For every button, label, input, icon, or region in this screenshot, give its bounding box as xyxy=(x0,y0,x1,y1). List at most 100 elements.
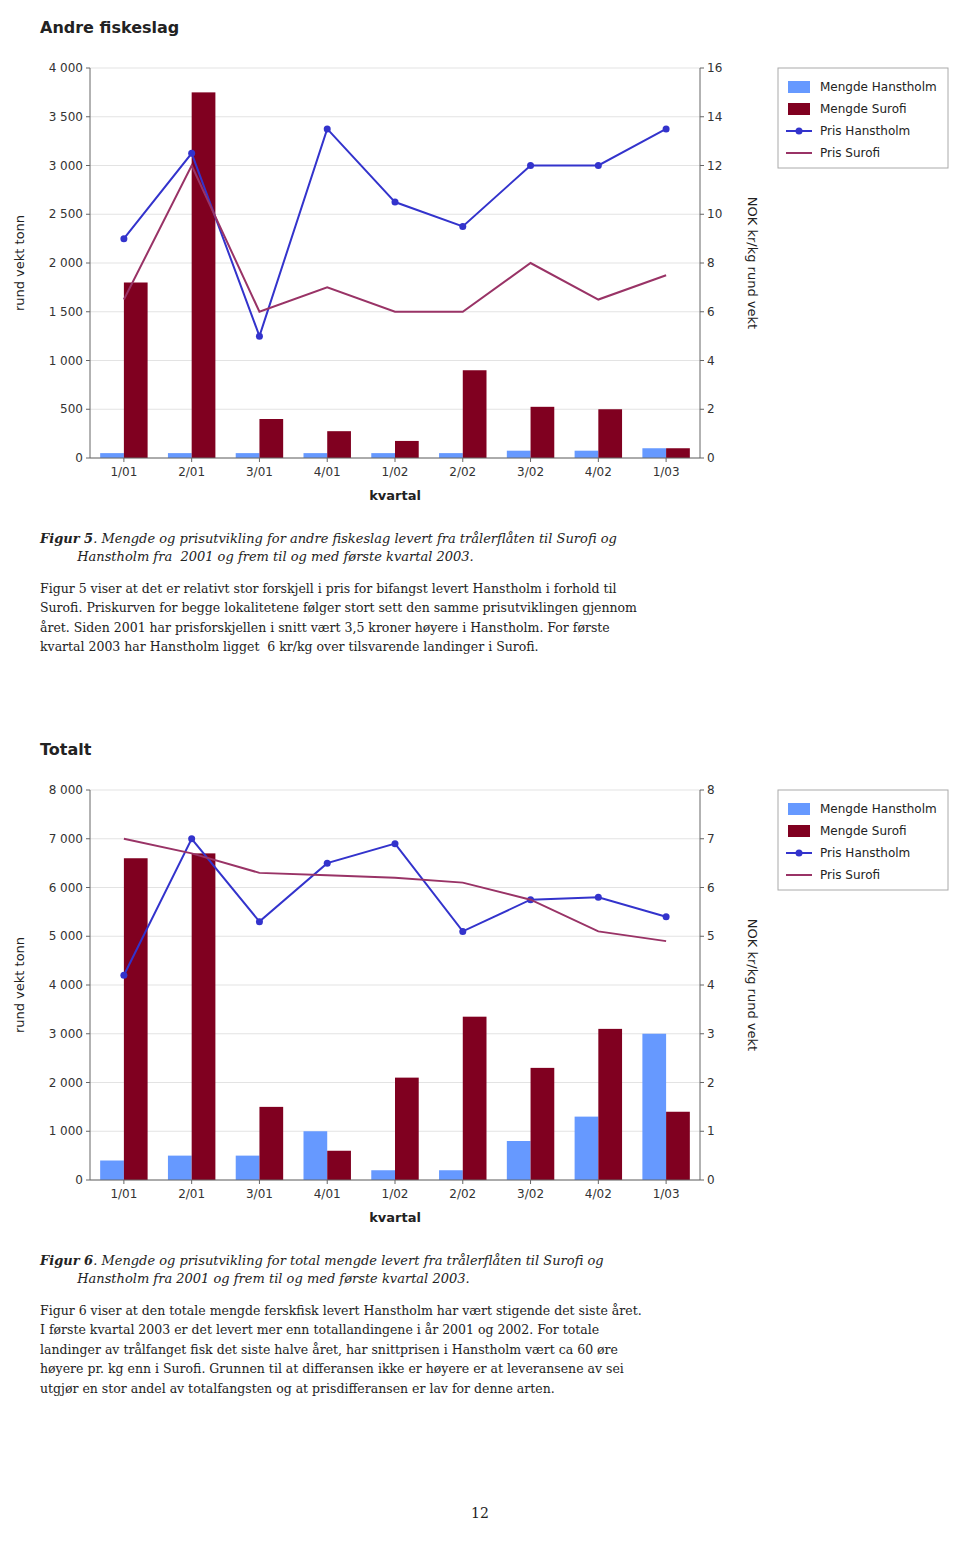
legend-label: Mengde Hanstholm xyxy=(820,802,937,816)
bar xyxy=(371,453,395,458)
legend-label: Pris Surofi xyxy=(820,146,880,160)
marker xyxy=(324,860,331,867)
bar xyxy=(439,453,463,458)
y-tick xyxy=(86,1033,90,1034)
bar xyxy=(395,1078,419,1180)
y-tick-label: 5 000 xyxy=(49,929,83,943)
y2-tick xyxy=(700,458,704,459)
grid-line xyxy=(90,790,700,791)
line xyxy=(124,129,666,336)
y2-tick-label: 0 xyxy=(707,451,715,465)
legend: Mengde HanstholmMengde SurofiPris Hansth… xyxy=(778,790,948,890)
bar xyxy=(507,451,531,458)
legend-swatch xyxy=(786,874,812,876)
y2-tick-label: 3 xyxy=(707,1027,715,1041)
legend-frame xyxy=(778,790,948,890)
y-tick xyxy=(86,458,90,459)
x-tick xyxy=(598,1180,599,1184)
y-tick xyxy=(86,214,90,215)
y2-tick xyxy=(700,838,704,839)
page-number: 12 xyxy=(0,1505,960,1521)
y2-tick-label: 7 xyxy=(707,832,715,846)
x-tick-label: 1/02 xyxy=(382,1187,409,1201)
x-tick-label: 2/01 xyxy=(178,1187,205,1201)
x-tick xyxy=(530,458,531,462)
y2-tick-label: 0 xyxy=(707,1173,715,1187)
y2-tick xyxy=(700,409,704,410)
marker xyxy=(120,972,127,979)
y2-tick xyxy=(700,790,704,791)
y-tick xyxy=(86,68,90,69)
x-tick-label: 1/01 xyxy=(110,465,137,479)
y-tick-label: 8 000 xyxy=(49,783,83,797)
x-tick xyxy=(123,1180,124,1184)
marker xyxy=(188,835,195,842)
y2-tick-label: 8 xyxy=(707,256,715,270)
x-tick-label: 1/02 xyxy=(382,465,409,479)
marker xyxy=(324,125,331,132)
legend-label: Pris Hanstholm xyxy=(820,846,910,860)
y2-tick xyxy=(700,311,704,312)
y-tick-label: 0 xyxy=(75,1173,83,1187)
legend-swatch xyxy=(788,803,810,815)
body-text: Figur 5 viser at det er relativt stor fo… xyxy=(0,579,960,657)
y2-tick xyxy=(700,1082,704,1083)
x-tick-label: 2/02 xyxy=(449,1187,476,1201)
line xyxy=(124,839,666,976)
bar xyxy=(168,453,192,458)
y2-tick xyxy=(700,360,704,361)
marker xyxy=(120,235,127,242)
x-tick-label: 3/01 xyxy=(246,1187,273,1201)
x-tick xyxy=(327,1180,328,1184)
grid-line xyxy=(90,68,700,69)
legend-swatch xyxy=(788,103,810,115)
marker xyxy=(527,162,534,169)
marker xyxy=(459,928,466,935)
y2-tick-label: 8 xyxy=(707,783,715,797)
caption-text: . Mengde og prisutvikling for total meng… xyxy=(40,1253,604,1286)
bar xyxy=(192,853,216,1180)
bar xyxy=(642,448,666,458)
x-tick-label: 4/01 xyxy=(314,1187,341,1201)
y-tick xyxy=(86,263,90,264)
x-tick xyxy=(462,1180,463,1184)
x-tick-label: 4/01 xyxy=(314,465,341,479)
legend-marker xyxy=(796,128,803,135)
chart-title: Andre fiskeslag xyxy=(0,18,960,37)
y-tick-label: 1 000 xyxy=(49,354,83,368)
y-tick-label: 2 500 xyxy=(49,207,83,221)
y2-tick-label: 5 xyxy=(707,929,715,943)
bar xyxy=(100,1161,124,1181)
x-tick xyxy=(259,1180,260,1184)
y-tick-label: 1 500 xyxy=(49,305,83,319)
bar xyxy=(531,407,555,458)
x-axis-label: kvartal xyxy=(369,1210,421,1225)
x-tick-label: 4/02 xyxy=(585,465,612,479)
bar xyxy=(304,453,328,458)
bar xyxy=(192,92,216,458)
y2-tick xyxy=(700,1131,704,1132)
y-tick-label: 4 000 xyxy=(49,978,83,992)
legend-frame xyxy=(778,68,948,168)
marker xyxy=(188,150,195,157)
marker xyxy=(459,223,466,230)
y2-tick xyxy=(700,263,704,264)
y2-tick xyxy=(700,985,704,986)
y-tick xyxy=(86,409,90,410)
grid-line xyxy=(90,116,700,117)
line xyxy=(124,166,666,312)
bar xyxy=(395,441,419,458)
legend-swatch xyxy=(788,81,810,93)
y-tick-label: 2 000 xyxy=(49,256,83,270)
grid-line xyxy=(90,985,700,986)
legend-label: Pris Surofi xyxy=(820,868,880,882)
y-tick xyxy=(86,1180,90,1181)
y2-tick-label: 6 xyxy=(707,881,715,895)
y2-tick-label: 12 xyxy=(707,159,722,173)
marker xyxy=(392,840,399,847)
caption-text: . Mengde og prisutvikling for andre fisk… xyxy=(40,531,617,564)
legend: Mengde HanstholmMengde SurofiPris Hansth… xyxy=(778,68,948,168)
text-block: Figur 6. Mengde og prisutvikling for tot… xyxy=(0,1252,960,1398)
legend-swatch xyxy=(786,152,812,154)
grid xyxy=(90,68,700,458)
